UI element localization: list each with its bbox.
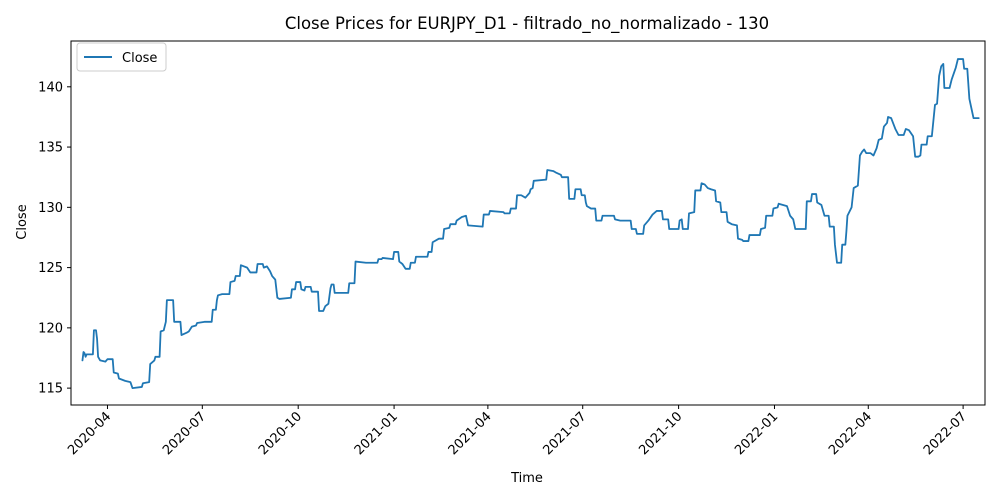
axes-frame bbox=[70, 40, 986, 406]
x-tick-label: 2020-04 bbox=[65, 409, 114, 458]
y-tick-label: 130 bbox=[38, 201, 63, 216]
y-tick-label: 115 bbox=[38, 382, 63, 397]
y-tick-label: 135 bbox=[38, 141, 63, 156]
x-tick-label: 2021-01 bbox=[352, 409, 401, 458]
x-tick-label: 2021-10 bbox=[636, 409, 685, 458]
y-tick-label: 140 bbox=[38, 80, 63, 95]
x-axis-label: Time bbox=[510, 471, 543, 486]
x-tick-label: 2021-07 bbox=[541, 409, 590, 458]
x-tick-label: 2022-07 bbox=[921, 409, 970, 458]
legend: Close bbox=[76, 42, 167, 72]
legend-frame bbox=[76, 42, 167, 72]
series-line-close bbox=[81, 58, 980, 390]
y-tick-label: 125 bbox=[38, 261, 63, 276]
y-tick-label: 120 bbox=[38, 321, 63, 336]
plot-area: 115 120 125 130 135 140 2020-04 2020-07 2020-10 2… bbox=[38, 40, 986, 458]
legend-entry-close: Close bbox=[122, 51, 157, 66]
x-tick-label: 2020-10 bbox=[256, 409, 305, 458]
x-tick-label: 2020-07 bbox=[160, 409, 209, 458]
x-tick-label: 2022-01 bbox=[732, 409, 781, 458]
chart-title: Close Prices for EURJPY_D1 - filtrado_no… bbox=[285, 14, 769, 34]
x-tick-label: 2021-04 bbox=[446, 409, 495, 458]
y-axis-label: Close bbox=[15, 204, 30, 239]
x-tick-label: 2022-04 bbox=[826, 409, 875, 458]
